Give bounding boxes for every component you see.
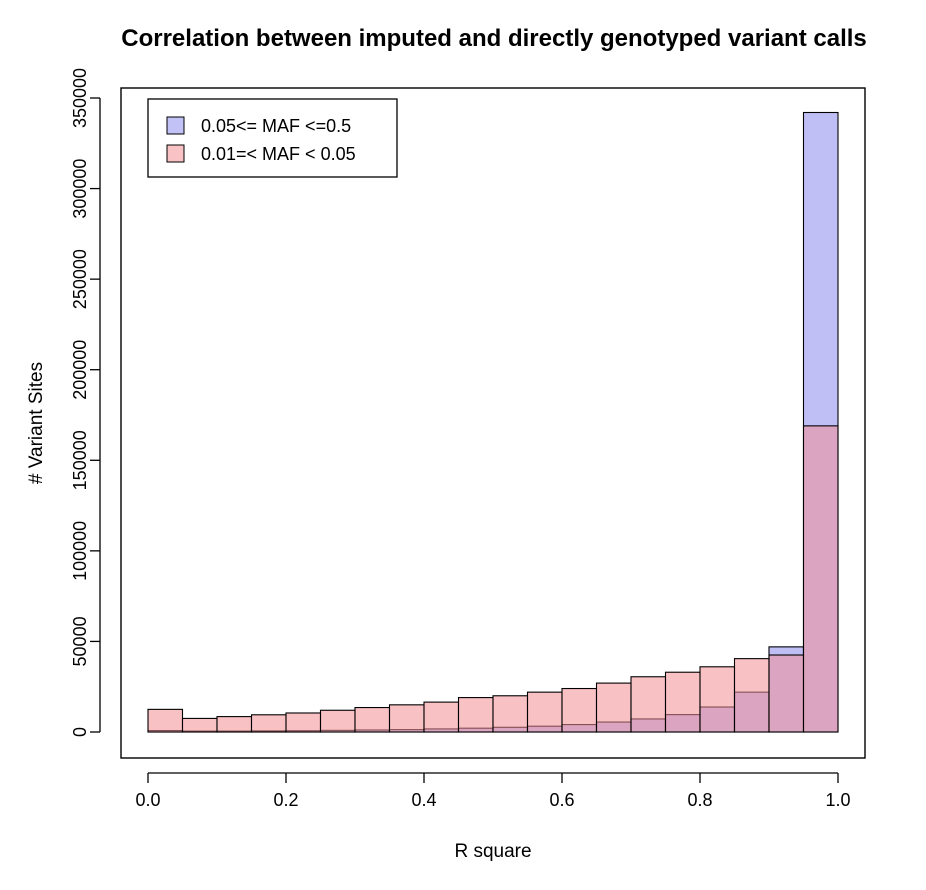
bar-series-2-bin-13 bbox=[561, 687, 598, 733]
legend-label-series-2: 0.01=< MAF < 0.05 bbox=[201, 144, 356, 164]
bar-series-2-bin-17 bbox=[699, 666, 736, 733]
bar-series-2-bin-15 bbox=[630, 676, 667, 733]
y-tick-label: 0 bbox=[70, 727, 90, 737]
y-axis-label: # Variant Sites bbox=[26, 362, 47, 484]
bar-series-2-bin-7 bbox=[354, 706, 391, 733]
y-tick-label: 150000 bbox=[70, 430, 90, 490]
bar-series-2-bin-8 bbox=[388, 704, 425, 733]
bar-series-2-bin-11 bbox=[492, 695, 529, 733]
bar-series-2-bin-20 bbox=[802, 425, 839, 733]
y-tick-label: 200000 bbox=[70, 340, 90, 400]
bar-series-2-bin-1 bbox=[147, 708, 184, 733]
bar-series-2-bin-10 bbox=[457, 697, 494, 733]
bar-series-2-bin-2 bbox=[181, 717, 218, 733]
x-tick-label: 0.2 bbox=[273, 790, 298, 810]
plot-frame bbox=[120, 87, 866, 759]
y-axis: 0 50000 100000 150000 200000 250000 300000 3500… bbox=[70, 68, 101, 737]
legend: 0.05<= MAF <=0.5 0.01=< MAF < 0.05 bbox=[147, 98, 398, 178]
x-tick-label: 0.4 bbox=[411, 790, 436, 810]
bar-series-2-bin-14 bbox=[595, 682, 632, 733]
bar-series-2-bin-3 bbox=[216, 716, 253, 733]
legend-box bbox=[147, 98, 398, 178]
bars-layer bbox=[147, 111, 839, 733]
x-axis: 0.0 0.2 0.4 0.6 0.8 1.0 bbox=[135, 772, 851, 810]
bar-series-2-bin-18 bbox=[733, 658, 770, 733]
x-tick-label: 0.6 bbox=[549, 790, 574, 810]
legend-swatch-series-1 bbox=[166, 116, 185, 135]
bar-series-2-bin-12 bbox=[526, 691, 563, 733]
x-tick-label: 0.8 bbox=[687, 790, 712, 810]
y-tick-label: 100000 bbox=[70, 521, 90, 581]
x-tick-label: 0.0 bbox=[135, 790, 160, 810]
bar-series-2-bin-19 bbox=[768, 654, 805, 733]
y-tick-label: 350000 bbox=[70, 68, 90, 128]
bar-series-2-bin-16 bbox=[664, 671, 701, 733]
chart-title: Correlation between imputed and directly… bbox=[121, 25, 867, 52]
x-axis-label: R square bbox=[454, 841, 531, 862]
legend-swatch-series-2 bbox=[166, 144, 185, 163]
y-tick-label: 250000 bbox=[70, 249, 90, 309]
y-tick-label: 50000 bbox=[70, 616, 90, 666]
y-tick-label: 300000 bbox=[70, 159, 90, 219]
bar-series-2-bin-6 bbox=[319, 709, 356, 733]
bar-series-2-bin-5 bbox=[285, 712, 322, 733]
bar-series-2-bin-4 bbox=[250, 714, 287, 733]
x-tick-label: 1.0 bbox=[825, 790, 850, 810]
bar-series-2-bin-9 bbox=[423, 701, 460, 733]
legend-label-series-1: 0.05<= MAF <=0.5 bbox=[201, 116, 351, 136]
